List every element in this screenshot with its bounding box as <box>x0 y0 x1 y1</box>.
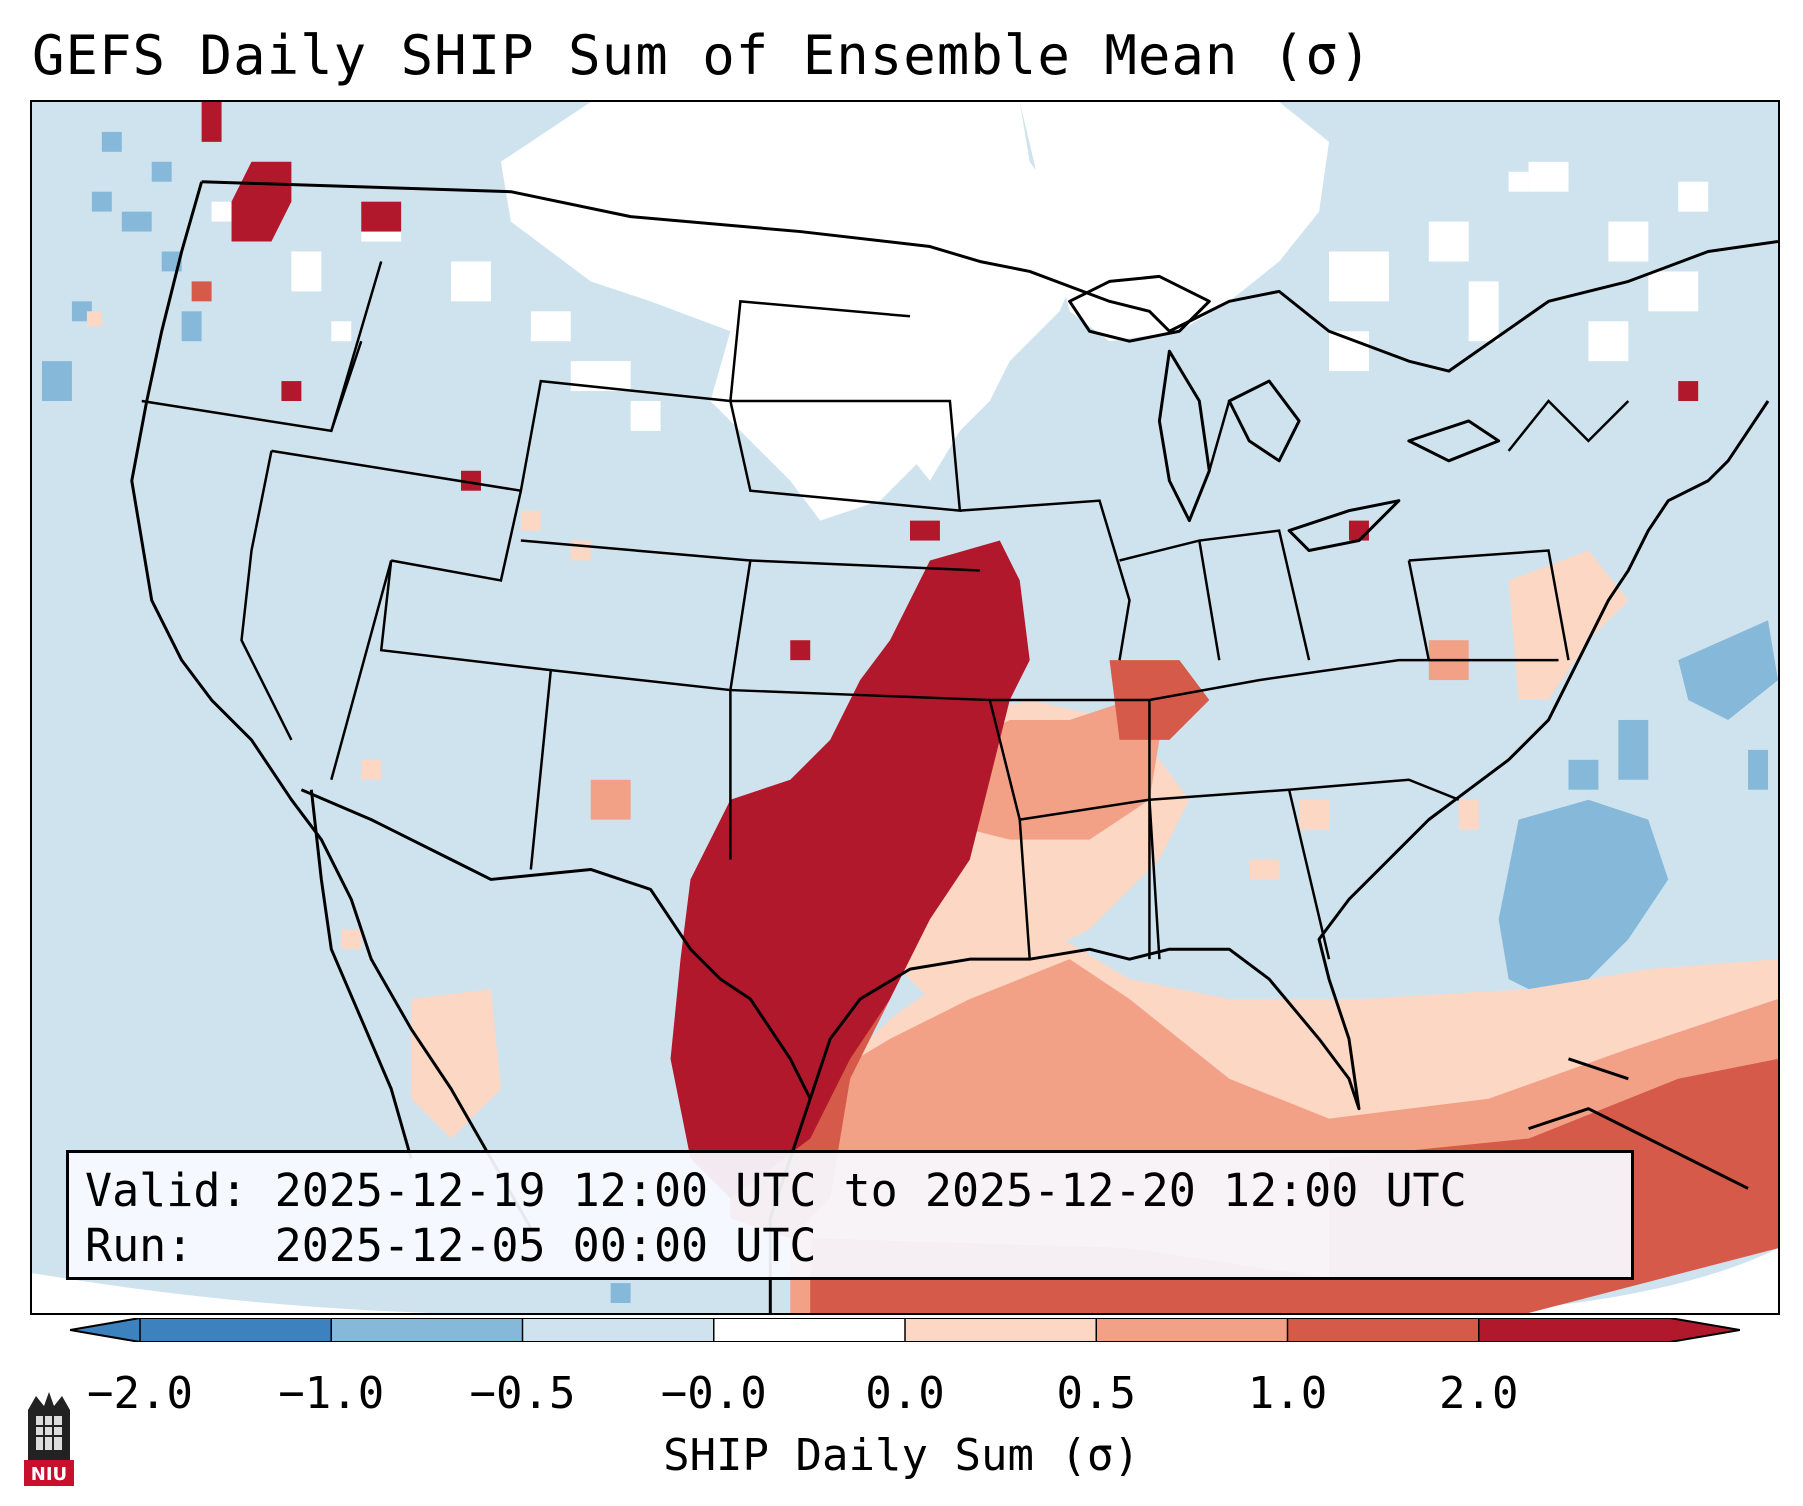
run-row: Run: 2025-12-05 00:00 UTC <box>85 1218 1615 1273</box>
colorbar-tick-label: 0.0 <box>865 1368 945 1419</box>
svg-text:NIU: NIU <box>31 1464 67 1485</box>
projection-edge <box>32 1273 631 1313</box>
page-title: GEFS Daily SHIP Sum of Ensemble Mean (σ) <box>32 24 1373 87</box>
colorbar-segment <box>713 1318 906 1342</box>
map-panel <box>30 100 1780 1315</box>
colorbar-segment <box>331 1318 523 1342</box>
boundaries <box>130 180 1778 1313</box>
valid-row: Valid: 2025-12-19 12:00 UTC to 2025-12-2… <box>85 1163 1615 1218</box>
state-borders <box>141 261 1630 960</box>
colorbar-segment <box>905 1318 1097 1342</box>
negative-field <box>41 131 1778 1304</box>
colorbar-segment <box>522 1318 715 1342</box>
run-label: Run: <box>85 1219 194 1272</box>
validity-info-box: Valid: 2025-12-19 12:00 UTC to 2025-12-2… <box>66 1150 1634 1280</box>
colorbar-segment <box>1287 1318 1480 1342</box>
colorbar-tick-label: 0.5 <box>1056 1368 1136 1419</box>
niu-logo-icon: NIU <box>24 1392 74 1486</box>
colorbar-tick-label: −1.0 <box>278 1368 385 1419</box>
colorbar-tick-label: 2.0 <box>1439 1368 1519 1419</box>
colorbar-tick-label: −2.0 <box>87 1368 193 1419</box>
projection-edge <box>1478 1248 1778 1313</box>
colorbar-label: SHIP Daily Sum (σ) <box>663 1430 1140 1481</box>
valid-value: 2025-12-19 12:00 UTC to 2025-12-20 12:00… <box>274 1164 1467 1217</box>
colorbar-segment <box>1478 1318 1671 1342</box>
colorbar-extend-low <box>70 1318 140 1342</box>
colorbar-tick-label: −0.5 <box>469 1368 576 1419</box>
colorbar-segment <box>140 1318 332 1342</box>
colorbar-tick-label: 1.0 <box>1247 1368 1328 1419</box>
valid-label: Valid: <box>85 1164 248 1217</box>
colorbar <box>70 1318 1740 1342</box>
map-canvas <box>32 102 1778 1313</box>
colorbar-extend-high <box>1670 1318 1740 1342</box>
no-signal-field <box>211 102 1709 521</box>
run-value: 2025-12-05 00:00 UTC <box>274 1219 817 1272</box>
colorbar-tick-label: −0.0 <box>660 1368 767 1419</box>
colorbar-segment <box>1096 1318 1288 1342</box>
